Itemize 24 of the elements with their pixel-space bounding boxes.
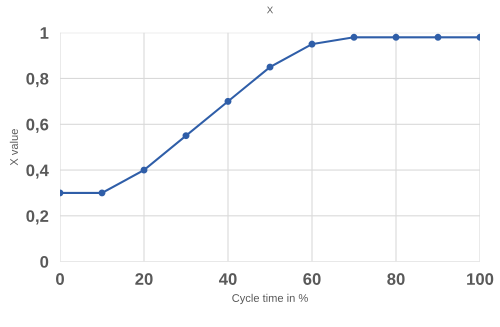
x-axis-title: Cycle time in % xyxy=(232,294,308,304)
point xyxy=(434,34,442,41)
y-tick-label: 1 xyxy=(40,27,48,39)
y-tick-label: 0,2 xyxy=(26,210,48,224)
y-tick-label: 0,8 xyxy=(26,72,48,88)
point xyxy=(98,189,106,196)
y-tick-label: 0,4 xyxy=(26,164,49,179)
x-tick-label: 20 xyxy=(135,273,153,285)
x-tick-label: 40 xyxy=(218,273,237,285)
point xyxy=(224,98,232,105)
point xyxy=(266,64,274,71)
point xyxy=(182,132,190,140)
x-tick-label: 100 xyxy=(467,273,494,285)
x-tick-label: 0 xyxy=(56,273,64,285)
x-tick-label: 60 xyxy=(303,273,321,285)
point xyxy=(140,166,148,174)
chart-title: X xyxy=(266,6,274,14)
y-tick-label: 0,6 xyxy=(26,118,48,133)
y-axis-title: X value xyxy=(10,129,18,166)
point xyxy=(392,34,400,41)
point xyxy=(350,34,358,41)
x-tick-label: 80 xyxy=(387,273,405,285)
point xyxy=(308,40,316,48)
y-tick-label: 0 xyxy=(40,256,48,268)
